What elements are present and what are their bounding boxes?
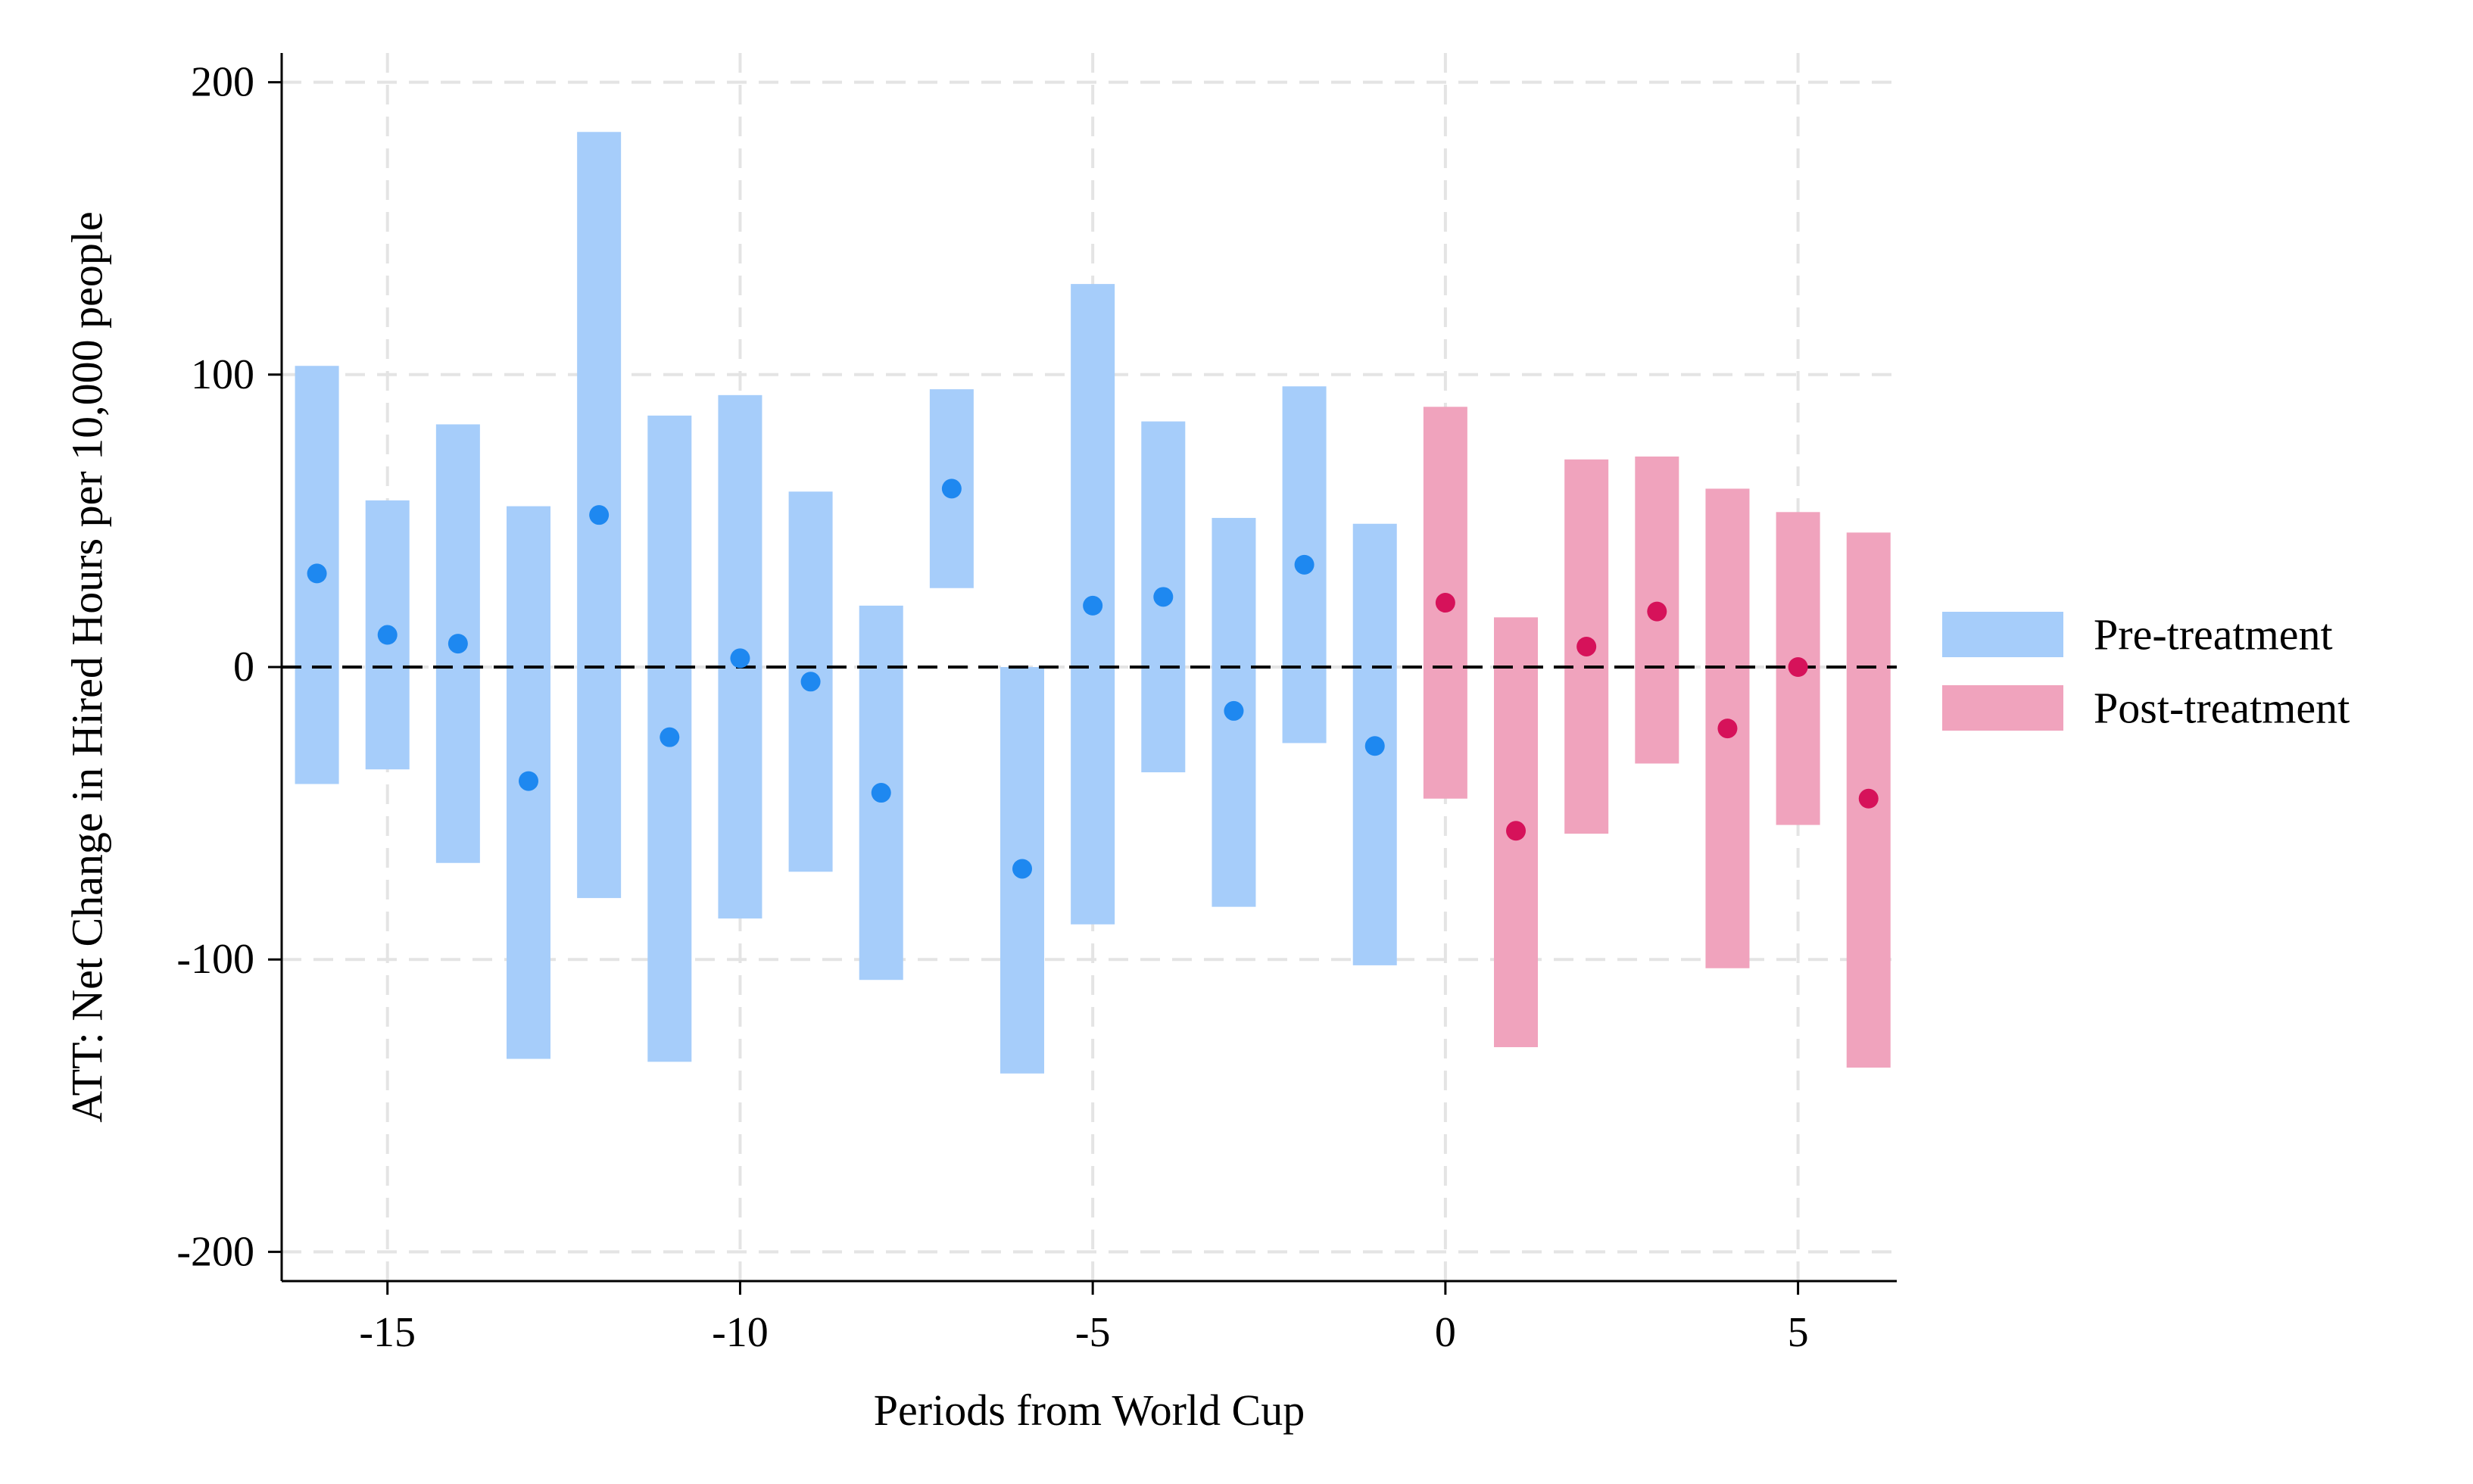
y-tick-label: -100 bbox=[176, 936, 254, 983]
point-estimate bbox=[660, 727, 680, 747]
point-estimate bbox=[1294, 554, 1314, 575]
point-estimate bbox=[871, 783, 891, 803]
point-estimate bbox=[1717, 719, 1738, 739]
x-axis-title: Periods from World Cup bbox=[874, 1386, 1305, 1435]
point-estimate bbox=[1364, 736, 1385, 756]
point-estimate bbox=[519, 771, 539, 791]
point-estimate bbox=[1083, 595, 1103, 616]
legend-label: Post-treatment bbox=[2094, 684, 2350, 733]
point-estimate bbox=[589, 505, 610, 525]
legend-swatch bbox=[1942, 612, 2063, 657]
point-estimates bbox=[307, 479, 1879, 879]
y-tick-label: 200 bbox=[191, 59, 254, 106]
x-tick-label: 0 bbox=[1435, 1309, 1456, 1356]
point-estimate bbox=[1224, 700, 1244, 721]
x-tick-label: -15 bbox=[359, 1309, 416, 1356]
legend-swatch bbox=[1942, 685, 2063, 731]
point-estimate bbox=[1435, 593, 1455, 613]
y-tick-label: 100 bbox=[191, 351, 254, 398]
point-estimate bbox=[730, 648, 750, 669]
y-tick-label: 0 bbox=[233, 644, 254, 691]
point-estimate bbox=[1506, 821, 1527, 841]
legend: Pre-treatment Post-treatment bbox=[1942, 610, 2350, 733]
x-tick-label: 5 bbox=[1788, 1309, 1809, 1356]
y-tick-label: -200 bbox=[176, 1228, 254, 1275]
point-estimate bbox=[800, 672, 821, 692]
x-tick-label: -5 bbox=[1075, 1309, 1111, 1356]
point-estimate bbox=[1576, 636, 1597, 656]
point-estimate bbox=[1788, 657, 1808, 677]
point-estimate bbox=[1858, 788, 1879, 809]
point-estimate bbox=[1647, 601, 1667, 622]
tick-labels: 200 100 0 -100 -200 -15 -10 -5 0 5 bbox=[176, 59, 1808, 1356]
axes bbox=[268, 53, 1897, 1295]
point-estimate bbox=[1012, 859, 1033, 879]
point-estimate bbox=[307, 563, 327, 584]
legend-label: Pre-treatment bbox=[2094, 610, 2333, 659]
point-estimate bbox=[448, 634, 468, 654]
point-estimate bbox=[941, 479, 962, 499]
point-estimate bbox=[377, 625, 398, 645]
point-estimate bbox=[1153, 587, 1174, 607]
y-axis-title: ATT: Net Change in Hired Hours per 10,00… bbox=[63, 211, 112, 1123]
x-tick-label: -10 bbox=[712, 1309, 769, 1356]
